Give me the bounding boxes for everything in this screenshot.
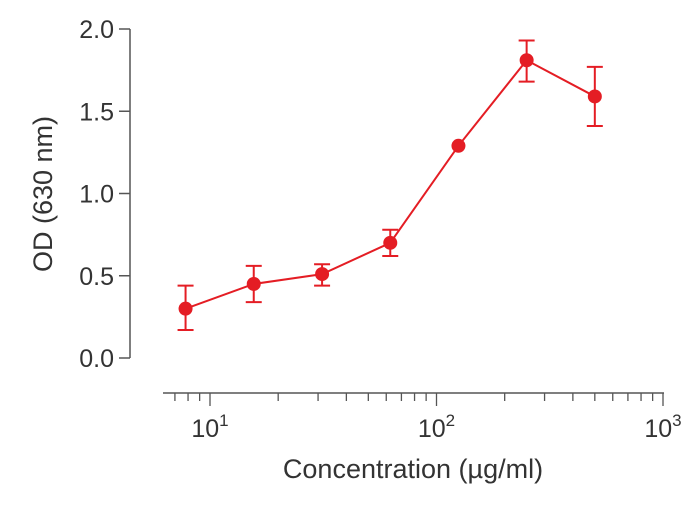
x-tick-label: 103	[644, 411, 681, 443]
data-marks	[177, 39, 603, 332]
x-tick-exp: 3	[672, 411, 681, 430]
y-tick-label: 1.5	[79, 98, 114, 126]
x-tick-base: 10	[644, 415, 672, 443]
data-point	[519, 53, 534, 68]
data-point	[246, 276, 261, 291]
x-tick-base: 10	[418, 415, 446, 443]
x-tick-label: 101	[191, 411, 228, 443]
y-axis-title: OD (630 nm)	[28, 116, 58, 272]
data-point	[383, 235, 398, 250]
x-axis-title: Concentration (µg/ml)	[283, 454, 543, 484]
x-tick-base: 10	[191, 415, 219, 443]
y-tick-label: 0.0	[79, 345, 114, 373]
data-point	[178, 301, 193, 316]
y-tick-label: 2.0	[79, 16, 114, 44]
x-tick-exp: 2	[446, 411, 455, 430]
x-tick-label: 102	[418, 411, 455, 443]
series-line	[185, 58, 596, 310]
data-point	[587, 89, 602, 104]
data-point	[315, 267, 330, 282]
x-tick-exp: 1	[219, 411, 228, 430]
data-point	[451, 138, 466, 153]
y-tick-label: 0.5	[79, 263, 114, 291]
y-tick-label: 1.0	[79, 181, 114, 209]
